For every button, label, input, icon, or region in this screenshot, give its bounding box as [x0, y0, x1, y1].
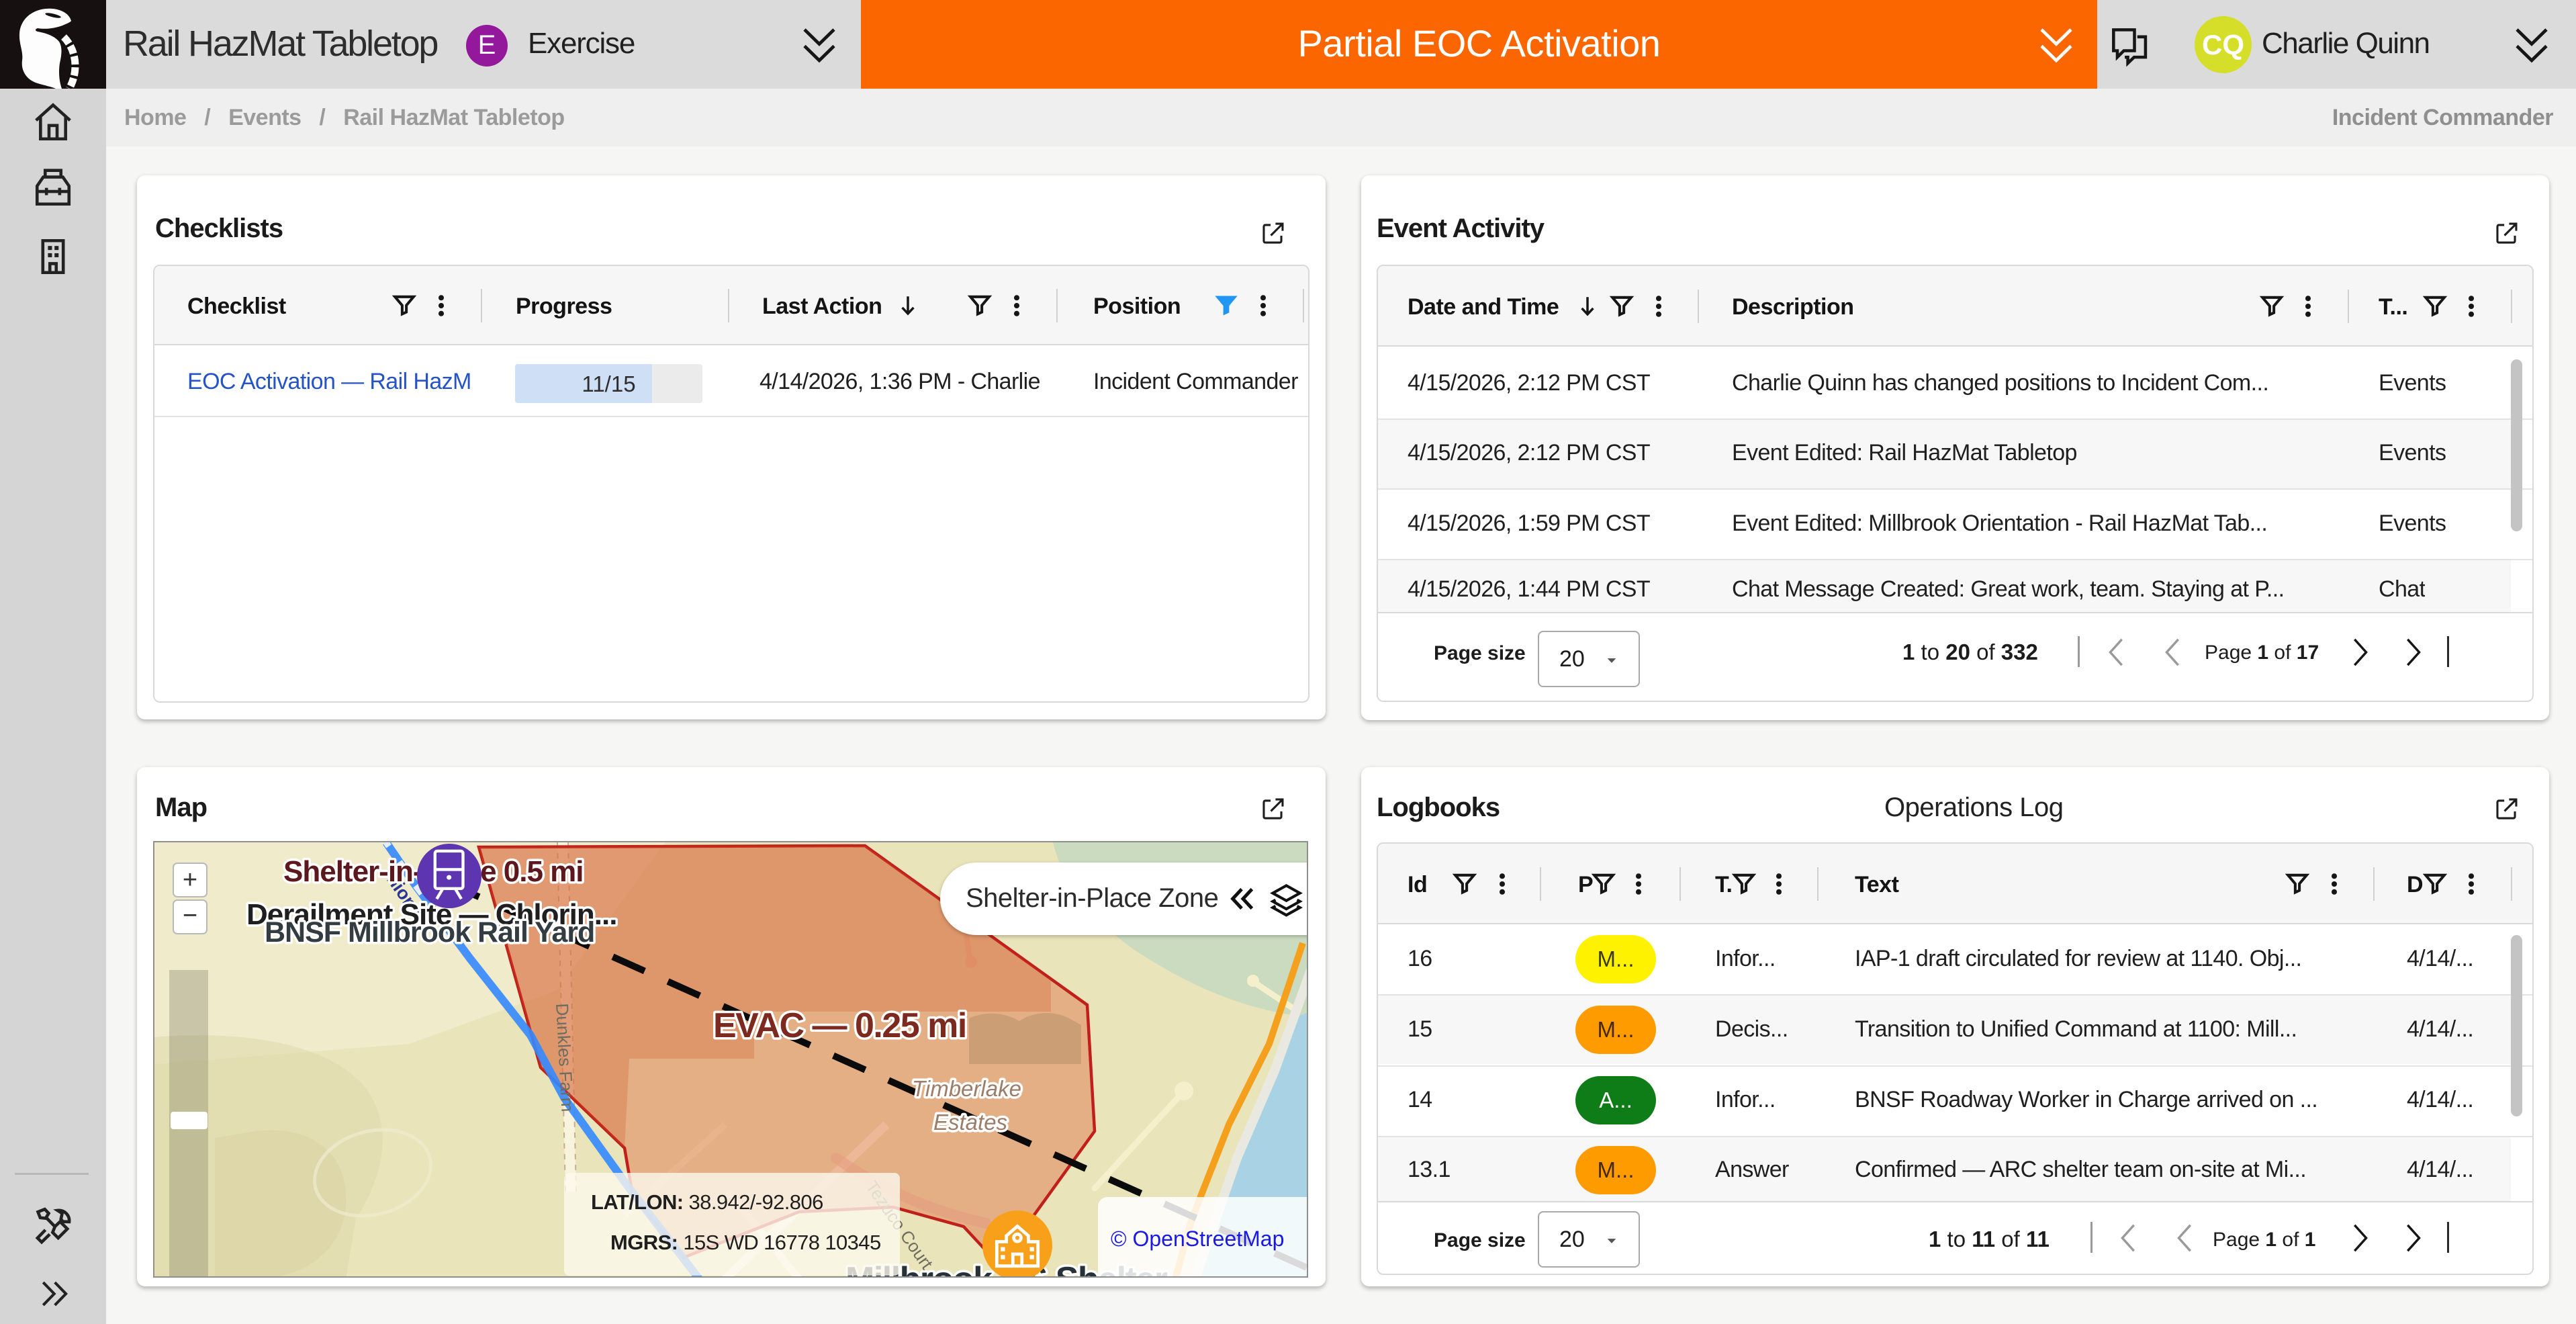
svg-text:EVAC — 0.25 mi: EVAC — 0.25 mi — [713, 1006, 966, 1045]
svg-text:Estates: Estates — [933, 1110, 1007, 1135]
svg-text:Timberlake: Timberlake — [912, 1076, 1021, 1101]
svg-text:Derailment Site — Chlorin...: Derailment Site — Chlorin... — [246, 898, 616, 931]
svg-text:BNSF Millbrook Rail Yard: BNSF Millbrook Rail Yard — [265, 916, 594, 948]
